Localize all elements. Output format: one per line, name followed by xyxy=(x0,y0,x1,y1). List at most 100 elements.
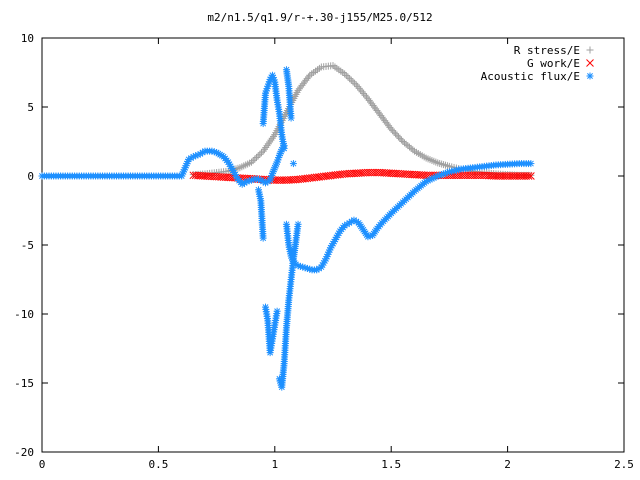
y-tick-label: -15 xyxy=(14,377,34,390)
data-point xyxy=(387,125,395,133)
data-point xyxy=(268,335,276,343)
data-point xyxy=(201,172,209,180)
data-point xyxy=(364,95,372,103)
series-fill-point xyxy=(389,127,397,135)
data-point xyxy=(336,227,344,235)
series-fill-point xyxy=(357,86,365,94)
data-point xyxy=(410,147,418,155)
data-point xyxy=(273,158,281,166)
data-point xyxy=(422,154,430,162)
y-tick-label: -10 xyxy=(14,308,34,321)
data-point xyxy=(268,169,276,177)
data-point xyxy=(208,147,216,155)
data-point xyxy=(185,155,193,163)
data-point xyxy=(280,360,288,368)
data-point xyxy=(266,176,274,184)
legend-label: Acoustic flux/E xyxy=(481,70,580,83)
x-tick-label: 2.5 xyxy=(614,458,634,471)
data-point xyxy=(364,168,372,177)
data-point xyxy=(422,178,430,186)
data-point xyxy=(376,110,384,118)
data-point xyxy=(248,158,256,166)
series-fill-point xyxy=(347,76,355,84)
series-fill-point xyxy=(354,83,362,91)
data-point xyxy=(289,255,297,263)
data-point xyxy=(378,219,386,227)
data-point xyxy=(85,172,93,180)
y-axis: -20 -15 -10 -5 0 5 10 xyxy=(14,32,624,459)
y-tick-label: 10 xyxy=(21,32,34,45)
data-point xyxy=(387,169,396,178)
data-point xyxy=(38,172,46,180)
series-fill-point xyxy=(390,128,398,136)
series-fill-point xyxy=(397,136,405,144)
data-point xyxy=(373,224,381,232)
data-point xyxy=(234,175,242,183)
data-point xyxy=(178,172,186,180)
data-point xyxy=(352,169,361,178)
series-fill-point xyxy=(361,91,369,99)
data-point xyxy=(387,209,395,217)
data-point xyxy=(355,219,363,227)
series-fill-point xyxy=(249,157,257,165)
series-fill-point xyxy=(256,150,264,158)
data-point xyxy=(364,233,372,241)
data-point xyxy=(294,175,302,184)
data-point xyxy=(327,244,335,252)
data-point xyxy=(259,147,267,155)
data-point xyxy=(527,172,535,180)
data-point xyxy=(268,71,276,79)
data-series xyxy=(38,62,535,391)
data-point xyxy=(504,160,512,168)
data-point xyxy=(271,78,279,86)
series-fill-point xyxy=(440,161,448,169)
data-point xyxy=(285,82,293,90)
data-point xyxy=(410,170,419,179)
series-fill-point xyxy=(360,90,368,98)
data-point xyxy=(306,71,314,79)
chart-title: m2/n1.5/q1.9/r-+.30-j155/M25.0/512 xyxy=(207,11,432,24)
data-point xyxy=(264,82,272,90)
data-point xyxy=(287,114,295,122)
data-point xyxy=(131,172,139,180)
data-point xyxy=(329,171,337,180)
y-tick-label: -20 xyxy=(14,446,34,459)
legend-marker xyxy=(586,46,594,54)
data-point xyxy=(119,172,127,180)
data-point xyxy=(331,235,339,243)
data-point xyxy=(340,170,349,178)
x-tick-label: 1.5 xyxy=(381,458,401,471)
data-point xyxy=(350,216,358,224)
data-point xyxy=(294,220,302,228)
series-fill-point xyxy=(257,149,265,157)
series-fill-point xyxy=(442,161,450,169)
data-point xyxy=(399,198,407,206)
x-tick-label: 2 xyxy=(504,458,511,471)
data-point xyxy=(313,266,321,274)
data-point xyxy=(201,147,209,155)
data-point xyxy=(261,89,269,97)
data-point xyxy=(282,176,291,184)
y-tick-label: 5 xyxy=(27,101,34,114)
data-point xyxy=(224,158,232,166)
data-point xyxy=(264,317,272,325)
data-point xyxy=(282,324,290,332)
data-point xyxy=(515,172,524,180)
series-fill-point xyxy=(358,88,366,96)
series-fill-point xyxy=(392,130,400,138)
data-point xyxy=(285,296,293,304)
series-fill-point xyxy=(393,131,401,139)
data-point xyxy=(480,162,488,170)
data-point xyxy=(278,131,286,139)
x-axis: 0 0.5 1 1.5 2 2.5 xyxy=(39,38,634,471)
data-point xyxy=(73,172,81,180)
data-point xyxy=(480,171,489,180)
series-fill-point xyxy=(344,73,352,81)
y-tick-label: -5 xyxy=(21,239,34,252)
data-point xyxy=(329,62,337,70)
data-point xyxy=(399,138,407,145)
series-fill-point xyxy=(251,155,259,163)
data-point xyxy=(189,171,198,180)
data-point xyxy=(275,375,283,383)
data-point xyxy=(275,151,283,159)
